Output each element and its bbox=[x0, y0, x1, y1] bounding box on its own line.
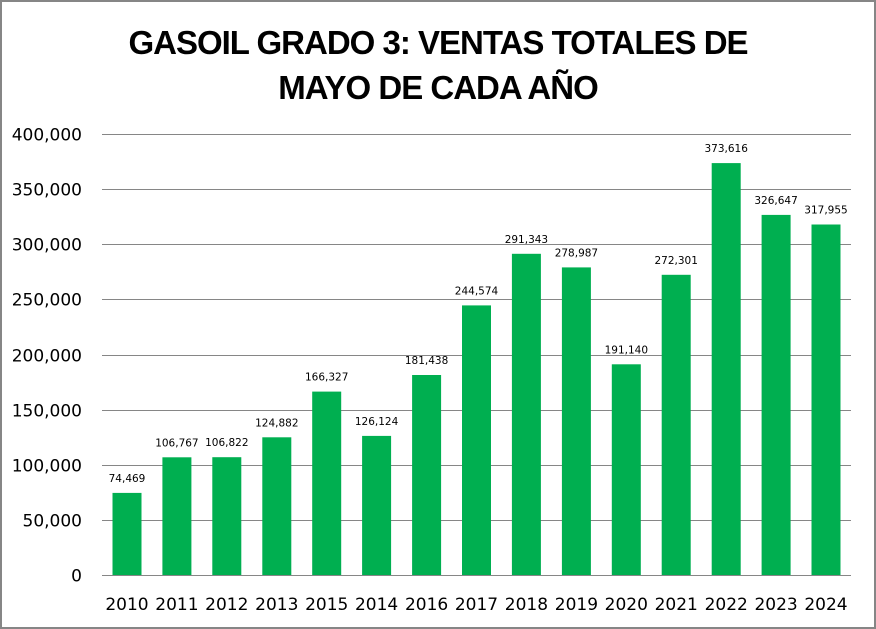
bar-2024 bbox=[811, 224, 841, 575]
x-tick-label: 2013 bbox=[255, 595, 298, 615]
x-tick-label: 2018 bbox=[505, 595, 548, 615]
chart-title-line-1: GASOIL GRADO 3: VENTAS TOTALES DE bbox=[128, 24, 748, 61]
data-label-2013: 124,882 bbox=[255, 417, 298, 429]
data-label-2018: 291,343 bbox=[505, 234, 548, 246]
x-tick-label: 2019 bbox=[555, 595, 598, 615]
y-tick-label: 100,000 bbox=[12, 457, 82, 477]
bar-2016 bbox=[412, 375, 442, 575]
data-label-2022: 373,616 bbox=[704, 143, 748, 155]
bar-2018 bbox=[511, 253, 541, 576]
x-tick-label: 2024 bbox=[804, 595, 847, 615]
x-tick-label: 2017 bbox=[455, 595, 498, 615]
chart-title: GASOIL GRADO 3: VENTAS TOTALES DE MAYO D… bbox=[0, 20, 876, 110]
x-tick-label: 2012 bbox=[205, 595, 248, 615]
data-label-2020: 191,140 bbox=[605, 344, 648, 356]
chart-title-line-2: MAYO DE CADA AÑO bbox=[278, 69, 599, 106]
bar-2017 bbox=[462, 305, 491, 575]
y-axis-ticks: 0 50,000 100,000 150,000 200,000 250,000 300,0… bbox=[12, 126, 82, 587]
y-tick-label: 200,000 bbox=[12, 347, 82, 367]
y-tick-label: 0 bbox=[71, 567, 82, 587]
data-label-2024: 317,955 bbox=[804, 205, 847, 217]
y-tick-label: 400,000 bbox=[12, 126, 82, 146]
data-label-2023: 326,647 bbox=[754, 195, 797, 207]
x-tick-label: 2022 bbox=[705, 595, 748, 615]
y-tick-label: 350,000 bbox=[12, 181, 82, 201]
data-labels: 74,469 106,767 106,822 124,882 166,327 126,12… bbox=[109, 143, 848, 485]
data-label-2015: 166,327 bbox=[305, 372, 348, 384]
x-tick-label: 2016 bbox=[405, 595, 448, 615]
x-tick-label: 2020 bbox=[605, 595, 648, 615]
y-tick-label: 300,000 bbox=[12, 236, 82, 256]
data-label-2011: 106,767 bbox=[155, 437, 198, 449]
y-tick-label: 150,000 bbox=[12, 402, 82, 422]
y-tick-label: 250,000 bbox=[12, 291, 82, 311]
data-label-2021: 272,301 bbox=[654, 255, 697, 267]
x-tick-label: 2021 bbox=[655, 595, 698, 615]
bar-2022 bbox=[711, 163, 741, 575]
x-tick-label: 2014 bbox=[355, 595, 398, 615]
data-label-2019: 278,987 bbox=[555, 247, 598, 259]
bars bbox=[112, 163, 841, 576]
bar-2021 bbox=[661, 274, 691, 575]
bar-2019 bbox=[561, 267, 591, 575]
bar-2010 bbox=[112, 492, 142, 575]
bar-2015 bbox=[312, 391, 342, 575]
x-tick-label: 2011 bbox=[155, 595, 198, 615]
bar-2012 bbox=[212, 457, 242, 575]
x-tick-label: 2015 bbox=[305, 595, 348, 615]
data-label-2014: 126,124 bbox=[355, 416, 399, 428]
bar-2011 bbox=[162, 457, 192, 575]
bar-2020 bbox=[611, 364, 641, 575]
data-label-2010: 74,469 bbox=[109, 473, 146, 485]
y-tick-label: 50,000 bbox=[23, 512, 82, 532]
data-label-2016: 181,438 bbox=[405, 355, 448, 367]
bar-2013 bbox=[262, 437, 292, 575]
x-axis-ticks: 2010 2011 2012 2013 2015 2014 2016 2017 2018 2019… bbox=[105, 595, 847, 615]
data-label-2017: 244,574 bbox=[455, 285, 499, 297]
data-label-2012: 106,822 bbox=[205, 437, 248, 449]
bar-2023 bbox=[761, 214, 791, 575]
x-tick-label: 2023 bbox=[754, 595, 797, 615]
x-tick-label: 2010 bbox=[105, 595, 148, 615]
bar-2014 bbox=[362, 435, 392, 575]
